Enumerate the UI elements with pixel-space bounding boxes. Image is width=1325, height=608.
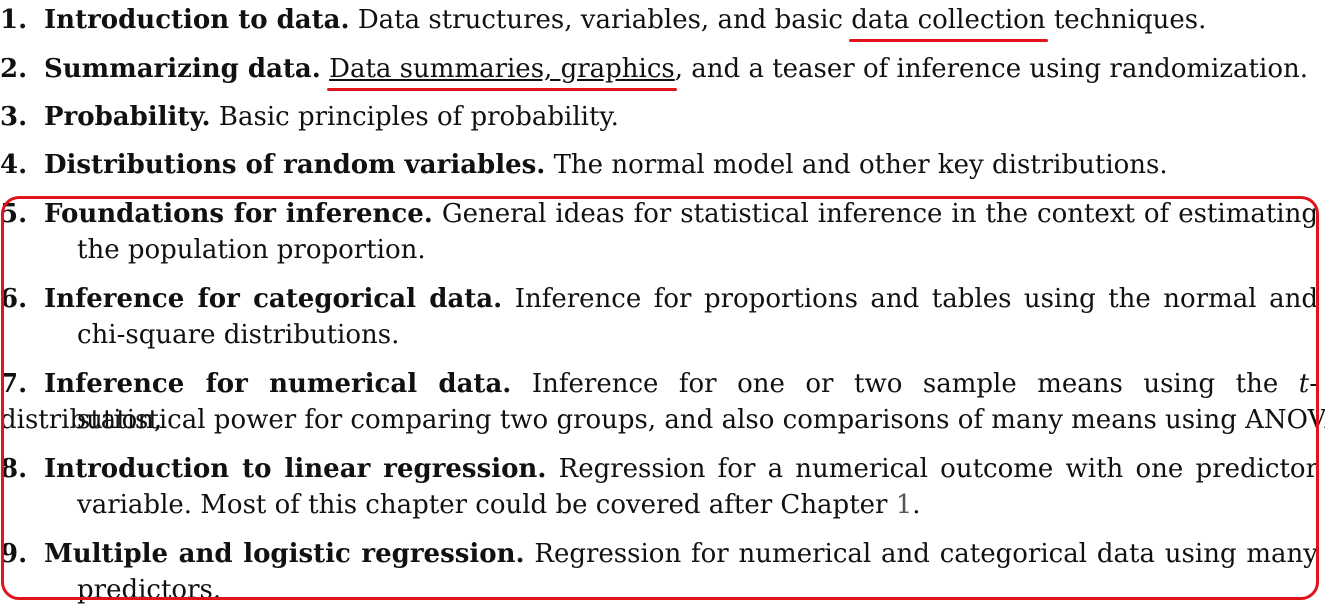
chapter-line: 2. Summarizing data. Data summaries, grap… (0, 51, 1318, 91)
chapter-description-continued: predictors. (77, 575, 222, 605)
highlighted-text: Data summaries, graphics (327, 51, 677, 91)
chapter-description: The normal model and other key distribut… (553, 150, 1168, 180)
chapter-description: Data structures, variables, and basic (357, 5, 852, 35)
chapter-title: Probability. (44, 102, 211, 132)
chapter-line: 8. Introduction to linear regression. Reg… (0, 451, 1318, 487)
chapter-description: Regression for a numerical outcome with … (558, 454, 1319, 484)
chapter-description-end: , and a teaser of inference using random… (674, 54, 1308, 84)
chapter-description: Regression for numerical and categorical… (534, 539, 1318, 569)
chapter-number: 1. (0, 5, 28, 35)
chapter-item-9: 9. Multiple and logistic regression. Regr… (0, 536, 1318, 608)
chapter-title: Inference for categorical data. (44, 284, 503, 314)
chapter-number: 9. (0, 539, 28, 569)
chapter-description: Basic principles of probability. (218, 102, 619, 132)
chapter-item-1: 1. Introduction to data. Data structures,… (0, 2, 1318, 42)
chapter-description: General ideas for statistical inference … (441, 199, 1318, 229)
chapter-line: 1. Introduction to data. Data structures,… (0, 2, 1318, 42)
chapter-line: 6. Inference for categorical data. Infere… (0, 281, 1318, 317)
chapter-line-continued: predictors. (0, 572, 1318, 608)
chapter-line: 5. Foundations for inference. General ide… (0, 196, 1318, 232)
chapter-number: 5. (0, 199, 28, 229)
chapter-description-continued: chi-square distributions. (77, 320, 400, 350)
chapter-line: 7. Inference for numerical data. Inferenc… (0, 366, 1318, 435)
chapter-title: Foundations for inference. (44, 199, 433, 229)
chapter-number: 7. (0, 369, 28, 399)
chapter-number: 4. (0, 150, 28, 180)
chapter-number: 3. (0, 102, 28, 132)
chapter-item-6: 6. Inference for categorical data. Infere… (0, 281, 1318, 353)
chapter-item-2: 2. Summarizing data. Data summaries, grap… (0, 51, 1318, 91)
chapter-title: Inference for numerical data. (44, 369, 512, 399)
chapter-description-continued: the population proportion. (77, 235, 426, 265)
chapter-line: 9. Multiple and logistic regression. Regr… (0, 536, 1318, 572)
chapter-description-end: techniques. (1045, 5, 1207, 35)
chapter-title: Multiple and logistic regression. (44, 539, 525, 569)
chapter-description: Inference for one or two sample means us… (531, 369, 1299, 399)
chapter-line: 4. Distributions of random variables. The… (0, 147, 1318, 183)
chapter-number: 2. (0, 54, 28, 84)
chapter-title: Summarizing data. (44, 54, 321, 84)
chapter-item-5: 5. Foundations for inference. General ide… (0, 196, 1318, 268)
t-symbol: t (1298, 369, 1310, 399)
chapter-line: 3. Probability. Basic principles of proba… (0, 99, 1318, 135)
highlighted-text: data collection (849, 2, 1048, 42)
chapter-line-continued: variable. Most of this chapter could be … (0, 487, 1318, 523)
chapter-title: Distributions of random variables. (44, 150, 546, 180)
chapter-item-3: 3. Probability. Basic principles of proba… (0, 99, 1318, 135)
chapter-description-end: -distribution, (0, 369, 1318, 435)
chapter-item-8: 8. Introduction to linear regression. Reg… (0, 451, 1318, 523)
chapter-title: Introduction to linear regression. (44, 454, 547, 484)
chapter-description-end: . (912, 490, 921, 520)
chapter-number: 6. (0, 284, 28, 314)
chapter-line-continued: chi-square distributions. (0, 317, 1318, 353)
chapter-description-continued: statistical power for comparing two grou… (77, 405, 1325, 435)
chapter-reference-link[interactable]: 1 (895, 490, 913, 520)
chapter-number: 8. (0, 454, 28, 484)
chapter-description: Inference for proportions and tables usi… (514, 284, 1318, 314)
chapter-line-continued: statistical power for comparing two grou… (0, 402, 1325, 438)
chapter-title: Introduction to data. (44, 5, 350, 35)
chapter-item-4: 4. Distributions of random variables. The… (0, 147, 1318, 183)
chapter-description-continued: variable. Most of this chapter could be … (77, 490, 896, 520)
chapter-item-7: 7. Inference for numerical data. Inferenc… (0, 366, 1325, 438)
chapter-line-continued: the population proportion. (0, 232, 1318, 268)
